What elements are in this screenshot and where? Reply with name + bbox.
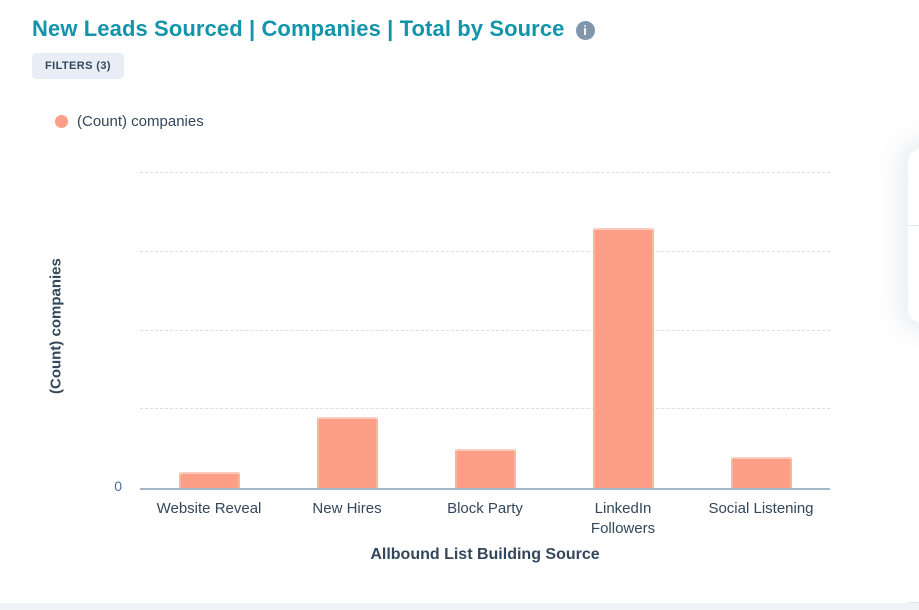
legend-item-companies[interactable]: (Count) companies bbox=[55, 113, 204, 130]
bar-social-listening[interactable] bbox=[730, 456, 792, 488]
x-label-block-party: Block Party bbox=[447, 500, 523, 517]
card-bottom-edge bbox=[0, 602, 919, 610]
y-axis-tick-0: 0 bbox=[114, 478, 122, 494]
x-label-linkedin-followers: LinkedIn Followers bbox=[590, 500, 656, 537]
x-label-new-hires: New Hires bbox=[312, 500, 382, 517]
bar-website-reveal[interactable] bbox=[178, 472, 240, 488]
gridline-20 bbox=[140, 329, 830, 331]
legend-label: (Count) companies bbox=[77, 113, 204, 130]
x-label-website-reveal: Website Reveal bbox=[156, 500, 262, 517]
x-label-social-listening: Social Listening bbox=[708, 500, 814, 517]
info-icon[interactable]: i bbox=[575, 20, 595, 40]
bar-new-hires[interactable] bbox=[316, 417, 378, 488]
side-panel bbox=[908, 148, 919, 323]
y-axis-title: (Count) companies bbox=[47, 258, 65, 395]
x-axis-title: Allbound List Building Source bbox=[370, 546, 600, 563]
filters-badge[interactable]: FILTERS (3) bbox=[32, 53, 124, 79]
bar-linkedin-followers[interactable] bbox=[592, 228, 654, 488]
report-header: New Leads Sourced | Companies | Total by… bbox=[32, 16, 595, 42]
side-panel-divider bbox=[908, 225, 919, 226]
gridline-40 bbox=[140, 172, 830, 173]
gridline-30 bbox=[140, 250, 830, 252]
gridline-10 bbox=[140, 408, 830, 410]
legend-color-dot bbox=[55, 115, 68, 128]
plot-area bbox=[140, 165, 830, 490]
report-title[interactable]: New Leads Sourced | Companies | Total by… bbox=[32, 16, 565, 41]
bar-block-party[interactable] bbox=[454, 448, 516, 488]
x-axis-line bbox=[140, 488, 830, 490]
